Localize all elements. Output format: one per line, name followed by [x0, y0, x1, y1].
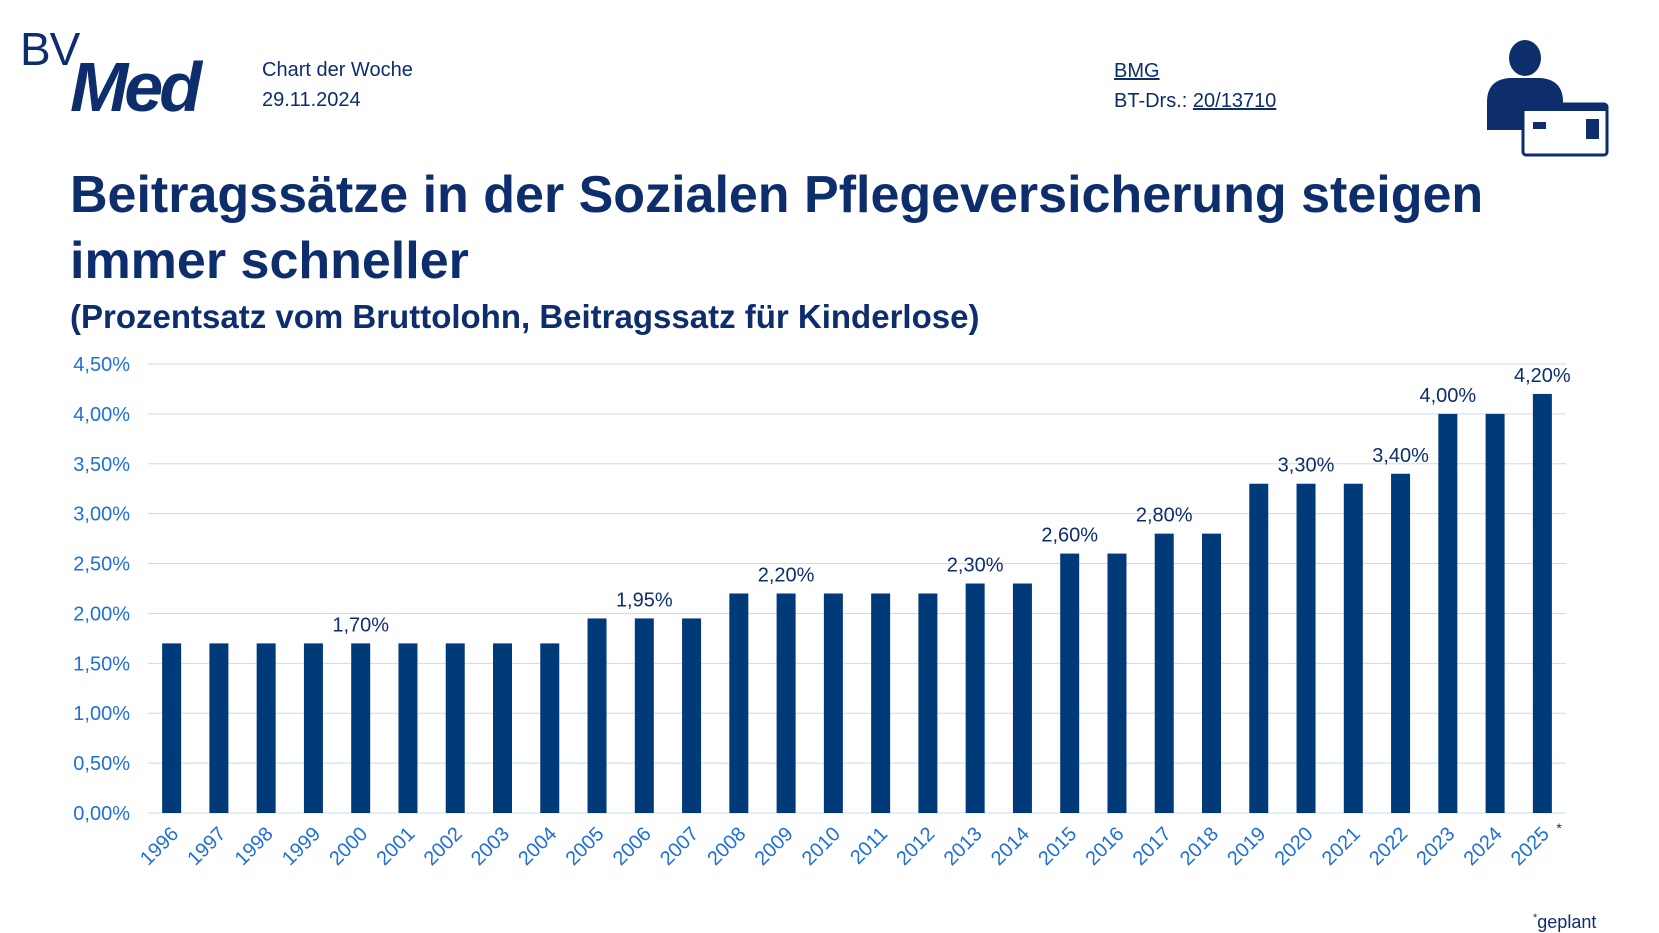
bar [1107, 553, 1127, 813]
data-label: 2,30% [947, 555, 1004, 577]
x-tick-label: 2013 [940, 823, 987, 870]
bar [303, 643, 323, 813]
x-tick-label: 2002 [420, 823, 467, 870]
source-link-drucksache[interactable]: 20/13710 [1192, 90, 1277, 112]
logo-bv-text: BV [20, 23, 80, 75]
bar [634, 618, 654, 813]
bar [445, 643, 465, 813]
bar [918, 593, 938, 813]
bar [1249, 483, 1269, 813]
chart-title: Beitragssätze in der Sozialen Pflegevers… [70, 166, 1484, 290]
chart-of-week-block: Chart der Woche 29.11.2024 [262, 55, 413, 115]
x-tick-label: 2012 [892, 823, 939, 870]
x-tick-label: 2008 [703, 823, 750, 870]
y-tick-label: 1,00% [73, 703, 130, 725]
x-tick-label: 2003 [467, 823, 514, 870]
bar [1532, 393, 1552, 813]
x-tick-label: 2023 [1412, 823, 1459, 870]
bar [1485, 413, 1505, 813]
x-tick-label: 2010 [798, 823, 845, 870]
bar [209, 643, 229, 813]
data-label: 4,20% [1514, 365, 1571, 387]
bar [776, 593, 796, 813]
data-label: 3,40% [1372, 445, 1429, 467]
chart-subtitle: (Prozentsatz vom Bruttolohn, Beitragssat… [70, 298, 980, 335]
x-tick-label: 2019 [1223, 823, 1270, 870]
x-tick-label: 1996 [136, 823, 183, 870]
x-tick-label: 1999 [278, 823, 325, 870]
source-link-bmg[interactable]: BMG [1114, 60, 1160, 82]
bar [871, 593, 891, 813]
x-tick-label: 2021 [1318, 823, 1365, 870]
x-tick-label: 2015 [1034, 823, 1081, 870]
y-tick-label: 0,00% [73, 803, 130, 825]
x-tick-label: 2000 [325, 823, 372, 870]
x-tick-label: 2004 [514, 823, 561, 870]
data-label: 1,95% [616, 589, 673, 611]
x-tick-label: 2020 [1271, 823, 1318, 870]
x-tick-label: 2014 [987, 823, 1034, 870]
x-tick-label: 2007 [656, 823, 703, 870]
x-tick-label: 2009 [751, 823, 798, 870]
bar [823, 593, 843, 813]
bar [351, 643, 371, 813]
bar [1296, 483, 1316, 813]
bar [398, 643, 418, 813]
data-label: 2,60% [1041, 525, 1098, 547]
bar [1343, 483, 1363, 813]
y-tick-label: 4,50% [73, 354, 130, 376]
footnote: *geplant [1533, 912, 1596, 933]
person-card-icon [1487, 40, 1609, 157]
x-tick-label: 2005 [562, 823, 609, 870]
data-label: 2,20% [758, 564, 815, 586]
x-tick-marker: * [1556, 820, 1562, 836]
bar [1438, 413, 1458, 813]
data-label: 1,70% [332, 614, 389, 636]
y-tick-label: 4,00% [73, 404, 130, 426]
bar [162, 643, 182, 813]
x-tick-label: 2001 [372, 823, 419, 870]
bar [587, 618, 607, 813]
logo-med-text: Med [70, 48, 202, 126]
bar [1060, 553, 1080, 813]
source-ref-prefix: BT-Drs.: [1114, 90, 1193, 112]
y-tick-label: 3,50% [73, 454, 130, 476]
data-label: 4,00% [1419, 385, 1476, 407]
bar [1154, 533, 1174, 813]
bvmed-logo: BV Med [20, 22, 230, 122]
bar [729, 593, 749, 813]
x-tick-label: 1998 [231, 823, 278, 870]
x-tick-label: 2024 [1460, 823, 1507, 870]
bar [682, 618, 702, 813]
chart-date: 29.11.2024 [262, 89, 361, 111]
bar [1202, 533, 1221, 813]
source-block: BMG BT-Drs.: 20/13710 [1114, 56, 1276, 116]
y-tick-label: 0,50% [73, 753, 130, 775]
bar [965, 583, 985, 813]
x-tick-label: 2018 [1176, 823, 1223, 870]
x-tick-label: 1997 [183, 823, 230, 870]
footnote-text: geplant [1537, 912, 1597, 932]
bar [1391, 473, 1411, 813]
chart-of-week-label: Chart der Woche [262, 59, 413, 81]
x-tick-label: 2025 [1507, 823, 1554, 870]
data-label: 3,30% [1278, 455, 1335, 477]
x-tick-label: 2022 [1365, 823, 1412, 870]
bar [540, 643, 560, 813]
bar [493, 643, 512, 813]
y-tick-label: 2,00% [73, 603, 130, 625]
x-tick-label: 2011 [846, 823, 892, 869]
y-tick-label: 2,50% [73, 554, 130, 576]
bar [256, 643, 276, 813]
x-tick-label: 2017 [1129, 823, 1176, 870]
y-tick-label: 3,00% [73, 504, 130, 526]
data-label: 2,80% [1136, 505, 1193, 527]
x-tick-label: 2016 [1081, 823, 1128, 870]
x-tick-label: 2006 [609, 823, 656, 870]
footnote-marker: * [1533, 912, 1538, 924]
y-tick-label: 1,50% [73, 653, 130, 675]
bar [1012, 583, 1032, 813]
